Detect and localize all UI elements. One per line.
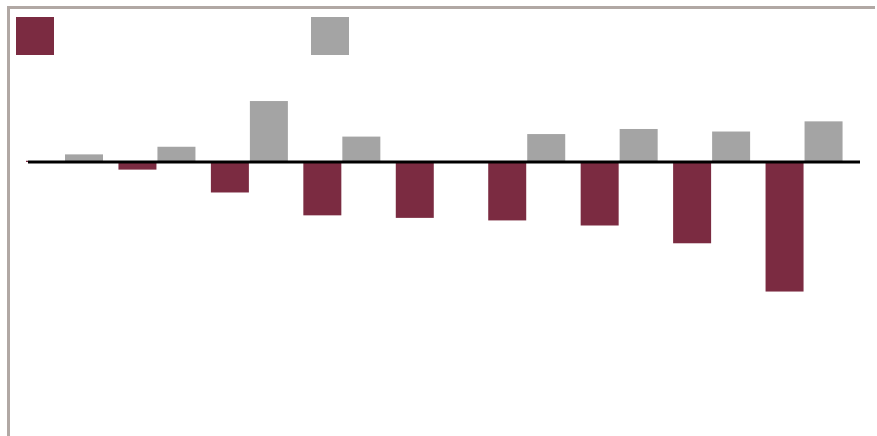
bar-series-2-8 xyxy=(712,131,751,162)
legend-swatch-series-2 xyxy=(311,17,349,55)
legend-item-series-1 xyxy=(16,17,62,55)
bar-series-2-9 xyxy=(804,121,843,162)
bar-series-2-1 xyxy=(65,154,103,162)
legend-swatch-series-1 xyxy=(16,17,54,55)
bar-series-2-6 xyxy=(527,134,566,162)
bar-series-1-5 xyxy=(395,162,434,218)
bar-series-1-4 xyxy=(303,162,342,216)
legend-item-series-2 xyxy=(311,17,357,55)
bar-series-1-7 xyxy=(580,162,619,226)
bar-series-1-8 xyxy=(673,162,712,244)
bar-series-1-9 xyxy=(765,162,804,292)
bar-series-1-2 xyxy=(118,162,157,170)
bar-series-2-7 xyxy=(619,128,658,162)
bar-series-1-6 xyxy=(488,162,527,221)
bar-series-2-2 xyxy=(157,146,196,162)
bar-series-2-4 xyxy=(342,136,381,162)
bar-series-2-3 xyxy=(249,101,288,162)
bar-series-1-3 xyxy=(210,162,249,193)
chart-frame xyxy=(7,6,875,436)
